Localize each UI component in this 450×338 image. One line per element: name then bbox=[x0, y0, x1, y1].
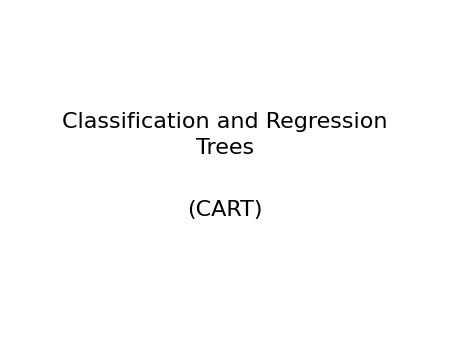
Text: (CART): (CART) bbox=[187, 199, 263, 220]
Text: Classification and Regression
Trees: Classification and Regression Trees bbox=[62, 112, 388, 159]
